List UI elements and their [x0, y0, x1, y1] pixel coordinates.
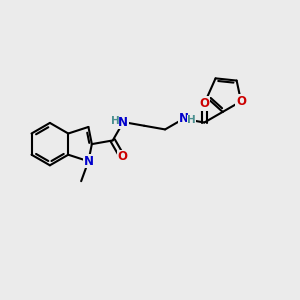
Text: H: H [187, 115, 196, 125]
Text: N: N [178, 112, 188, 125]
Text: O: O [236, 95, 246, 108]
Text: H: H [111, 116, 119, 126]
Text: N: N [83, 155, 93, 168]
Text: O: O [199, 97, 209, 110]
Text: O: O [117, 151, 127, 164]
Text: N: N [118, 116, 128, 129]
